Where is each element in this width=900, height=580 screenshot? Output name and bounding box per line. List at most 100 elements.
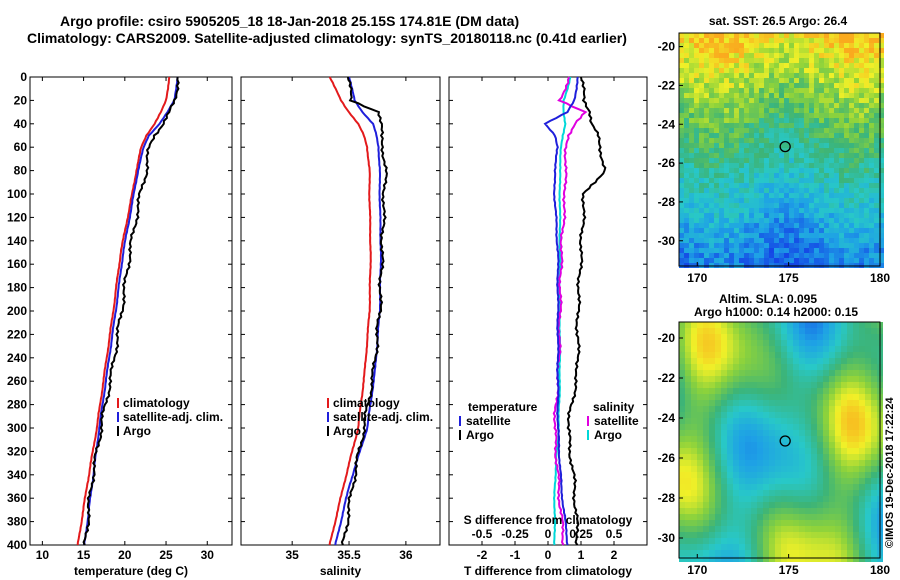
sst-grid-cell: [869, 238, 874, 243]
sst-grid-cell: [879, 48, 884, 53]
sst-grid-cell: [699, 228, 704, 233]
sst-grid-cell: [849, 103, 854, 108]
sst-grid-cell: [849, 108, 854, 113]
sst-grid-cell: [844, 253, 849, 258]
sst-grid-cell: [879, 38, 884, 43]
sst-grid-cell: [699, 38, 704, 43]
sst-grid-cell: [699, 133, 704, 138]
sla-grid-cell: [823, 526, 829, 532]
sst-grid-cell: [754, 143, 759, 148]
sst-grid-cell: [724, 98, 729, 103]
sst-grid-cell: [879, 263, 884, 268]
sst-grid-cell: [694, 123, 699, 128]
sla-grid-cell: [769, 388, 775, 394]
sst-grid-cell: [864, 118, 869, 123]
sst-grid-cell: [834, 103, 839, 108]
sst-grid-cell: [814, 103, 819, 108]
sst-grid-cell: [844, 198, 849, 203]
sla-grid-cell: [685, 322, 691, 328]
sst-grid-cell: [794, 43, 799, 48]
sla-grid-cell: [739, 460, 745, 466]
s-tick-label: 0.5: [606, 527, 623, 541]
sla-grid-cell: [691, 520, 697, 526]
sla-grid-cell: [703, 322, 709, 328]
sla-grid-cell: [811, 538, 817, 544]
sla-grid-cell: [805, 376, 811, 382]
map-xtick-label: 180: [870, 271, 890, 285]
sst-grid-cell: [859, 253, 864, 258]
sla-grid-cell: [793, 496, 799, 502]
s-axis-label: S difference from climatology: [464, 513, 633, 527]
sst-grid-cell: [859, 258, 864, 263]
sst-grid-cell: [699, 113, 704, 118]
title-line1: Argo profile: csiro 5905205_18 18-Jan-20…: [60, 13, 519, 29]
sst-grid-cell: [724, 138, 729, 143]
sst-grid-cell: [714, 133, 719, 138]
sla-grid-cell: [697, 484, 703, 490]
sst-grid-cell: [749, 133, 754, 138]
sla-grid-cell: [763, 520, 769, 526]
sla-grid-cell: [793, 484, 799, 490]
sst-grid-cell: [779, 183, 784, 188]
sst-grid-cell: [864, 243, 869, 248]
sla-grid-cell: [715, 400, 721, 406]
sla-grid-cell: [721, 382, 727, 388]
sst-grid-cell: [764, 168, 769, 173]
sst-grid-cell: [699, 193, 704, 198]
sla-grid-cell: [811, 466, 817, 472]
sst-grid-cell: [839, 233, 844, 238]
sla-grid-cell: [679, 400, 685, 406]
sla-grid-cell: [859, 376, 865, 382]
sst-grid-cell: [709, 173, 714, 178]
sst-grid-cell: [869, 163, 874, 168]
sla-grid-cell: [799, 346, 805, 352]
sst-grid-cell: [679, 33, 684, 38]
sst-grid-cell: [824, 163, 829, 168]
sla-grid-cell: [769, 556, 775, 562]
sla-grid-cell: [739, 442, 745, 448]
sst-grid-cell: [694, 258, 699, 263]
sla-grid-cell: [721, 424, 727, 430]
sla-grid-cell: [727, 412, 733, 418]
sst-grid-cell: [854, 243, 859, 248]
sst-grid-cell: [684, 33, 689, 38]
sst-grid-cell: [734, 53, 739, 58]
sst-grid-cell: [714, 188, 719, 193]
sst-grid-cell: [784, 148, 789, 153]
sla-grid-cell: [679, 550, 685, 556]
sla-grid-cell: [841, 550, 847, 556]
sla-grid-cell: [859, 322, 865, 328]
sst-grid-cell: [814, 243, 819, 248]
ytick-label: 180: [7, 281, 27, 295]
sla-grid-cell: [715, 376, 721, 382]
sst-grid-cell: [849, 83, 854, 88]
sst-grid-cell: [804, 103, 809, 108]
sla-grid-cell: [775, 448, 781, 454]
sla-grid-cell: [829, 484, 835, 490]
sla-grid-cell: [691, 472, 697, 478]
sst-grid-cell: [714, 128, 719, 133]
sst-grid-cell: [704, 93, 709, 98]
sst-grid-cell: [684, 178, 689, 183]
sst-grid-cell: [734, 143, 739, 148]
sla-grid-cell: [787, 526, 793, 532]
sst-grid-cell: [829, 233, 834, 238]
sst-grid-cell: [839, 43, 844, 48]
sst-grid-cell: [744, 118, 749, 123]
sla-grid-cell: [751, 394, 757, 400]
sst-grid-cell: [684, 113, 689, 118]
sla-grid-cell: [751, 358, 757, 364]
sst-grid-cell: [839, 258, 844, 263]
sst-grid-cell: [834, 93, 839, 98]
sst-grid-cell: [814, 233, 819, 238]
sla-grid-cell: [697, 496, 703, 502]
sla-grid-cell: [799, 550, 805, 556]
sla-grid-cell: [859, 454, 865, 460]
sla-grid-cell: [763, 442, 769, 448]
sst-grid-cell: [729, 153, 734, 158]
sst-grid-cell: [754, 58, 759, 63]
sst-grid-cell: [814, 128, 819, 133]
sst-grid-cell: [769, 88, 774, 93]
sst-grid-cell: [849, 188, 854, 193]
sst-grid-cell: [694, 148, 699, 153]
